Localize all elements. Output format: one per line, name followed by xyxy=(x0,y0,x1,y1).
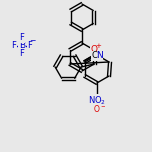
Text: F: F xyxy=(28,41,32,50)
Text: O: O xyxy=(91,45,98,55)
Text: F: F xyxy=(12,41,16,50)
Text: O$^-$: O$^-$ xyxy=(93,102,106,114)
Text: N: N xyxy=(96,52,102,60)
Text: C: C xyxy=(91,52,97,60)
Text: NO$_2$: NO$_2$ xyxy=(88,95,106,107)
Text: B: B xyxy=(19,41,25,50)
Text: F: F xyxy=(20,50,24,59)
Text: $-$: $-$ xyxy=(29,35,37,43)
Text: +: + xyxy=(95,43,101,49)
Text: F: F xyxy=(20,33,24,43)
